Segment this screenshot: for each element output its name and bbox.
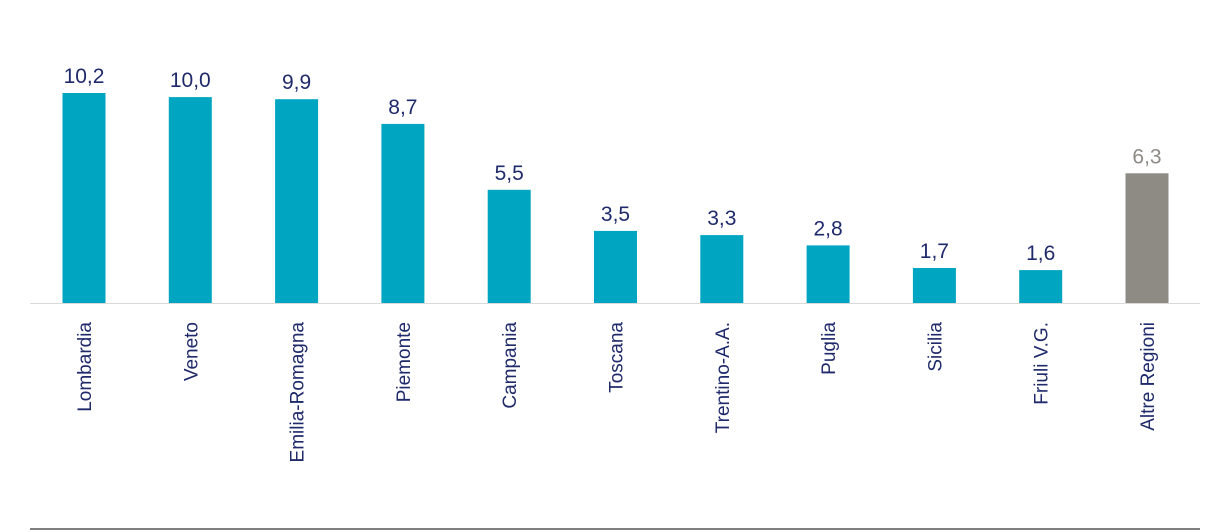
bar-sicilia xyxy=(912,268,956,303)
value-label: 10,0 xyxy=(170,69,211,92)
category-label: Piemonte xyxy=(394,322,415,402)
bar-puglia xyxy=(806,245,850,303)
value-label: 1,6 xyxy=(1026,242,1055,265)
category-label: Campania xyxy=(500,322,521,409)
bar-veneto xyxy=(168,97,212,303)
category-label: Veneto xyxy=(181,322,202,381)
value-label: 10,2 xyxy=(64,65,105,88)
category-label: Trentino-A.A. xyxy=(713,322,734,433)
value-label: 3,3 xyxy=(707,207,736,230)
value-label: 9,9 xyxy=(282,71,311,94)
category-label: Friuli V.G. xyxy=(1032,322,1053,405)
category-label: Puglia xyxy=(819,322,840,375)
bars-group xyxy=(62,93,1169,304)
category-label: Toscana xyxy=(607,322,628,393)
bar-piemonte xyxy=(381,123,425,304)
value-labels-group: 10,2 10,0 9,9 8,7 5,5 3,5 3,3 2,8 1,7 1,6 6,3 xyxy=(64,65,1162,265)
value-label: 3,5 xyxy=(601,203,630,226)
value-label: 6,3 xyxy=(1132,145,1161,168)
value-label: 8,7 xyxy=(388,96,417,119)
category-label: Lombardia xyxy=(75,322,96,412)
bar-altre-regioni xyxy=(1125,173,1169,303)
bar-friuli-v-g- xyxy=(1019,270,1063,303)
category-labels-group: Lombardia Veneto Emilia-Romagna Piemonte Cam… xyxy=(75,322,1159,463)
value-label: 2,8 xyxy=(813,217,842,240)
bar-campania xyxy=(487,189,531,303)
bar-toscana xyxy=(594,230,637,303)
value-label: 1,7 xyxy=(920,240,949,263)
bar-lombardia xyxy=(62,93,106,303)
category-label: Altre Regioni xyxy=(1138,322,1159,431)
category-label: Emilia-Romagna xyxy=(288,322,309,463)
bar-trentino-a-a- xyxy=(700,235,744,303)
category-label: Sicilia xyxy=(925,322,946,372)
bar-emilia-romagna xyxy=(275,99,319,303)
value-label: 5,5 xyxy=(495,162,524,185)
